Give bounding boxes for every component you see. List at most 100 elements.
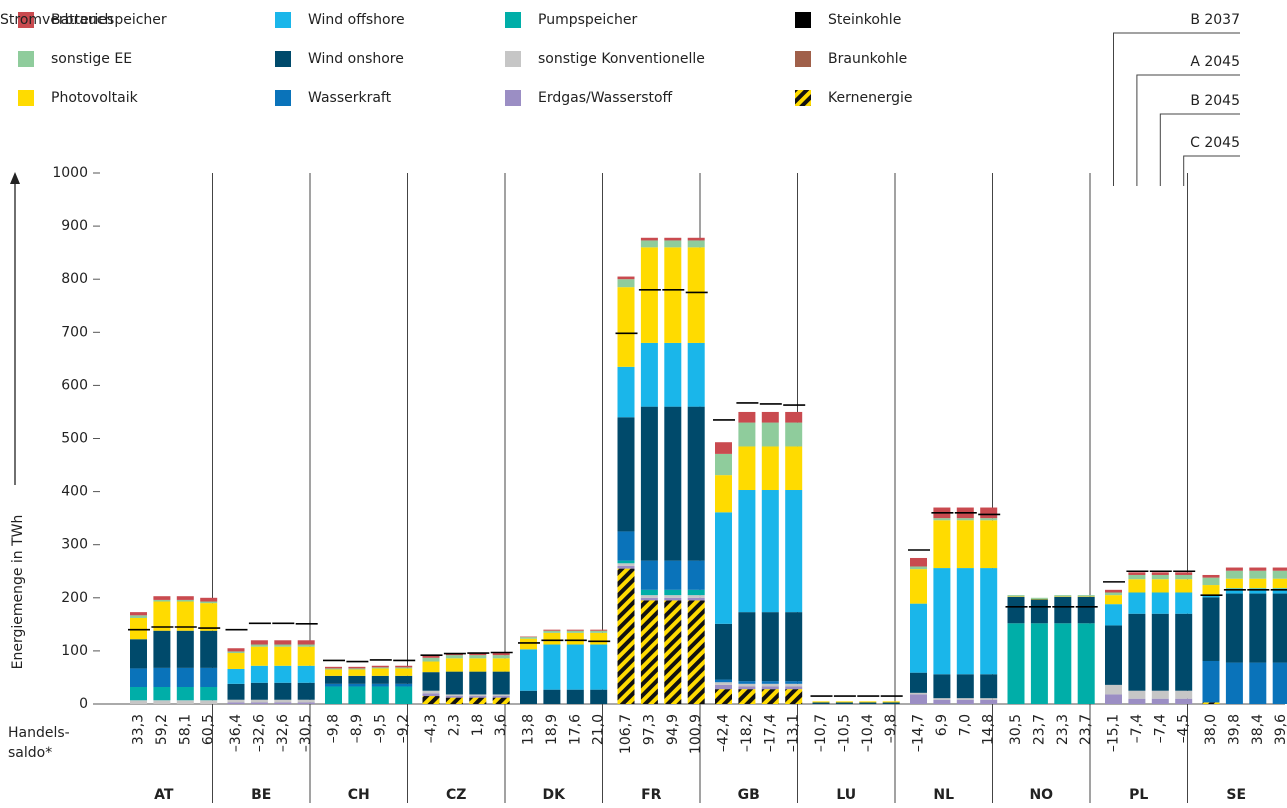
bar-segment (785, 411, 803, 423)
bar-segment (1105, 694, 1122, 704)
trade-balance-label: 23,3 (1055, 714, 1071, 745)
trade-balance-label: 33,3 (131, 714, 147, 745)
bar-segment (445, 696, 463, 698)
trade-balance-label: 30,5 (1008, 714, 1024, 745)
bar-segment (640, 595, 658, 598)
bar-segment (1054, 623, 1072, 704)
bar-segment (1202, 577, 1220, 586)
bar-segment (130, 615, 147, 618)
bar-segment (1151, 698, 1169, 704)
bar-segment (715, 442, 732, 454)
trade-balance-label: –18,2 (739, 714, 755, 752)
bar-segment (469, 658, 487, 672)
bar-segment (274, 644, 292, 647)
bar-segment (130, 639, 147, 669)
trade-balance-label: –10,7 (813, 714, 829, 752)
bar-segment (469, 671, 487, 695)
bar-segment (1249, 567, 1267, 571)
bar-segment (1128, 690, 1146, 699)
bar-segment (445, 697, 463, 704)
bar-segment (1202, 660, 1220, 703)
bar-segment (910, 692, 927, 695)
bar-segment (371, 665, 389, 668)
bar-segment (153, 687, 171, 701)
bar-segment (1175, 592, 1193, 614)
bar-segment (910, 566, 927, 570)
category-label: GB (738, 787, 760, 803)
bar-segment (617, 563, 635, 566)
bar-segment (566, 632, 584, 645)
trade-balance-label: 60,5 (201, 714, 217, 745)
bar-segment (176, 667, 194, 688)
bar-segment (956, 674, 974, 699)
legend-label: Wasserkraft (308, 90, 392, 106)
bar-segment (687, 600, 705, 704)
bar-segment (933, 568, 951, 675)
bar-segment (274, 702, 292, 704)
bar-segment (566, 629, 584, 631)
bar-segment (492, 697, 510, 704)
bar-segment (664, 342, 682, 407)
trade-balance-label: 106,7 (618, 714, 634, 754)
bar-segment (1105, 625, 1122, 685)
bar-segment (785, 490, 803, 613)
legend-label: Stromverbrauch (0, 12, 113, 28)
bar-segment (859, 702, 877, 704)
trade-balance-title: saldo* (8, 745, 52, 761)
bar-segment (1249, 662, 1267, 704)
bar-segment (640, 597, 658, 601)
trade-balance-label: 1,8 (470, 714, 486, 736)
bar-segment (176, 700, 194, 704)
bar-segment (980, 520, 998, 569)
bar-segment (1225, 588, 1243, 594)
bar-segment (153, 596, 171, 600)
trade-balance-label: –9,8 (883, 714, 899, 743)
bar-segment (980, 568, 998, 675)
bar-segment (1077, 623, 1095, 704)
bar-segment (738, 689, 756, 704)
bar-segment (153, 700, 171, 704)
bar-segment (956, 699, 974, 704)
bar-segment (492, 653, 510, 656)
bar-segment (664, 406, 682, 561)
trade-balance-label: 13,8 (521, 714, 537, 745)
bar-segment (715, 623, 732, 680)
y-tick-label: 500 (61, 431, 88, 447)
bar-segment (715, 679, 732, 683)
bar-segment (200, 687, 218, 701)
bar-segment (835, 701, 853, 703)
bar-segment (371, 683, 389, 687)
bar-segment (1007, 595, 1025, 597)
bar-segment (176, 599, 194, 602)
legend-swatch (795, 51, 811, 67)
bar-segment (687, 342, 705, 407)
bar-segment (520, 690, 537, 704)
bar-segment (738, 612, 756, 682)
bar-segment (445, 694, 463, 697)
bar-segment (1077, 595, 1095, 597)
legend-swatch (18, 51, 34, 67)
bar-segment (1054, 596, 1072, 624)
bar-segment (200, 700, 218, 704)
bar-segment (1128, 572, 1146, 575)
bar-segment (422, 696, 440, 704)
bar-segment (395, 686, 413, 704)
bar-segment (785, 683, 803, 687)
bar-segment (761, 686, 779, 690)
bar-segment (395, 667, 413, 669)
bar-segment (715, 682, 732, 685)
bar-segment (297, 644, 315, 647)
bar-segment (325, 683, 342, 687)
bar-segment (200, 630, 218, 668)
bar-segment (200, 601, 218, 604)
bar-segment (738, 681, 756, 684)
bar-segment (371, 686, 389, 704)
bar-segment (1225, 567, 1243, 571)
legend-swatch (275, 12, 291, 28)
bar-segment (1151, 592, 1169, 614)
bar-segment (1105, 595, 1122, 605)
bar-segment (687, 406, 705, 561)
bar-segment (566, 644, 584, 690)
category-label: DK (543, 787, 567, 803)
bar-segment (1202, 585, 1220, 595)
